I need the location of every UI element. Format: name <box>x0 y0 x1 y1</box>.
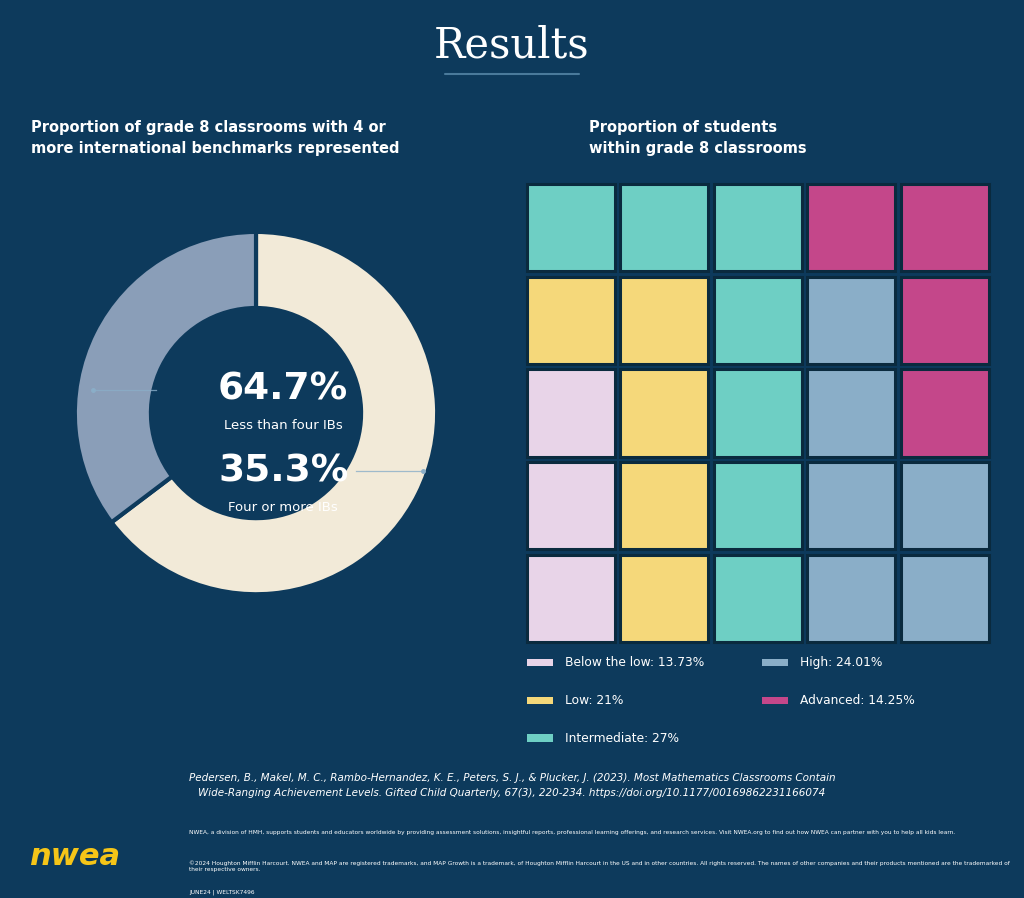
Wedge shape <box>75 232 256 523</box>
Text: 64.7%: 64.7% <box>218 372 348 408</box>
FancyBboxPatch shape <box>527 735 553 742</box>
Bar <box>621 369 709 457</box>
Bar <box>621 277 709 364</box>
Text: Pedersen, B., Makel, M. C., Rambo-Hernandez, K. E., Peters, S. J., & Plucker, J.: Pedersen, B., Makel, M. C., Rambo-Hernan… <box>188 773 836 798</box>
Bar <box>807 277 895 364</box>
Text: Less than four IBs: Less than four IBs <box>224 419 343 432</box>
Text: Low: 21%: Low: 21% <box>564 694 623 707</box>
Text: JUNE24 | WELTSK7496: JUNE24 | WELTSK7496 <box>189 890 255 895</box>
FancyBboxPatch shape <box>763 697 788 704</box>
Text: nwea: nwea <box>29 842 120 871</box>
Bar <box>526 555 614 642</box>
Text: ©2024 Houghton Mifflin Harcourt. NWEA and MAP are registered trademarks, and MAP: ©2024 Houghton Mifflin Harcourt. NWEA an… <box>189 860 1011 872</box>
Bar <box>526 462 614 550</box>
Text: Below the low: 13.73%: Below the low: 13.73% <box>564 656 703 669</box>
Bar <box>901 277 989 364</box>
Wedge shape <box>112 232 437 594</box>
Bar <box>621 555 709 642</box>
Bar <box>901 555 989 642</box>
Bar <box>526 369 614 457</box>
Text: Four or more IBs: Four or more IBs <box>228 501 338 514</box>
Text: Advanced: 14.25%: Advanced: 14.25% <box>800 694 914 707</box>
Bar <box>807 184 895 271</box>
Text: 35.3%: 35.3% <box>218 453 348 489</box>
Text: Intermediate: 27%: Intermediate: 27% <box>564 732 679 744</box>
FancyBboxPatch shape <box>763 659 788 666</box>
Bar <box>714 462 802 550</box>
Bar <box>807 369 895 457</box>
Text: Results: Results <box>434 24 590 66</box>
FancyBboxPatch shape <box>527 659 553 666</box>
Bar <box>901 369 989 457</box>
Bar <box>807 462 895 550</box>
FancyBboxPatch shape <box>527 697 553 704</box>
Bar <box>714 184 802 271</box>
Text: NWEA, a division of HMH, supports students and educators worldwide by providing : NWEA, a division of HMH, supports studen… <box>189 831 955 835</box>
Bar <box>621 462 709 550</box>
Bar <box>714 369 802 457</box>
Bar <box>901 184 989 271</box>
Text: Proportion of students
within grade 8 classrooms: Proportion of students within grade 8 cl… <box>589 120 807 156</box>
Bar <box>621 184 709 271</box>
Bar <box>901 462 989 550</box>
Text: High: 24.01%: High: 24.01% <box>800 656 883 669</box>
Bar <box>714 555 802 642</box>
Bar <box>526 277 614 364</box>
Text: Proportion of grade 8 classrooms with 4 or
more international benchmarks represe: Proportion of grade 8 classrooms with 4 … <box>31 120 399 156</box>
Bar <box>807 555 895 642</box>
Bar <box>526 184 614 271</box>
Bar <box>714 277 802 364</box>
